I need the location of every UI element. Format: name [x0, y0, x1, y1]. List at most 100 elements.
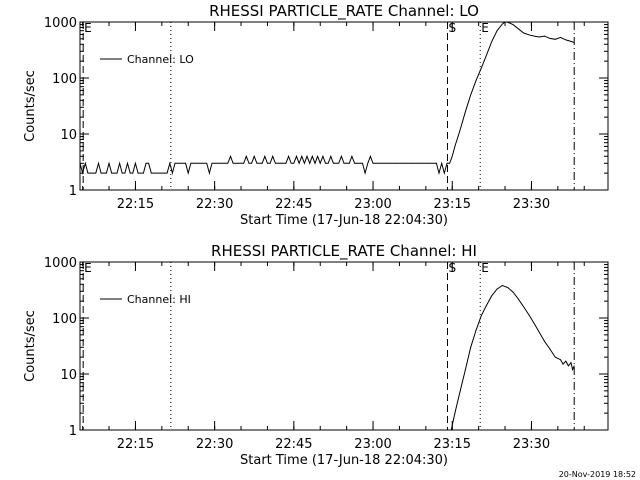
chart-title: RHESSI PARTICLE_RATE Channel: LO [209, 2, 479, 21]
data-point [539, 332, 540, 333]
data-point [446, 162, 448, 164]
data-point [491, 295, 493, 297]
x-tick-label: 22:15 [117, 197, 154, 212]
data-point [185, 162, 187, 164]
data-point [443, 172, 445, 174]
x-tick-label: 23:00 [354, 197, 391, 212]
data-point [341, 155, 342, 157]
data-point [325, 162, 326, 164]
data-point [290, 162, 292, 164]
data-point [370, 155, 371, 157]
y-tick-label: 1000 [44, 16, 77, 31]
data-point [528, 314, 530, 315]
event-marker-label: E [84, 21, 92, 35]
x-tick-label: 22:30 [196, 197, 233, 212]
data-point [367, 162, 369, 164]
event-marker-label: E [481, 21, 489, 35]
data-point [436, 162, 437, 164]
data-point [512, 24, 514, 25]
y-tick-label: 1 [69, 184, 77, 199]
event-marker-label: S [448, 21, 456, 35]
data-point [354, 162, 355, 164]
data-point [470, 94, 472, 96]
data-point [211, 162, 213, 164]
data-point [450, 429, 452, 431]
data-point [348, 162, 350, 164]
plot-panel-2 [79, 261, 609, 431]
data-point [148, 162, 150, 164]
data-point [298, 162, 300, 164]
data-point [124, 172, 126, 174]
plot-frame [79, 21, 609, 191]
data-point [309, 162, 311, 164]
data-point [364, 172, 366, 174]
data-point [230, 155, 231, 157]
data-point [560, 359, 561, 361]
data-point [451, 155, 453, 157]
data-point [145, 162, 147, 164]
data-point [523, 306, 524, 307]
data-point [428, 162, 429, 164]
data-point [333, 162, 334, 164]
data-point [517, 28, 519, 30]
data-point [82, 172, 83, 174]
x-tick-label: 23:30 [513, 197, 550, 212]
data-point [454, 146, 456, 147]
event-marker-label: E [84, 261, 92, 275]
data-point [174, 162, 176, 164]
x-tick-label: 23:00 [354, 437, 391, 452]
data-point [480, 67, 482, 69]
data-point [517, 298, 519, 300]
data-point [565, 360, 567, 362]
data-point [475, 80, 477, 81]
data-point [491, 41, 493, 42]
y-tick-label: 100 [52, 72, 77, 87]
data-point [288, 155, 289, 157]
data-point [127, 162, 128, 164]
data-point [314, 162, 316, 164]
data-point [475, 330, 477, 331]
data-point [568, 365, 569, 367]
plot-date-stamp: 20-Nov-2019 18:52 [558, 470, 636, 479]
data-point [251, 162, 253, 164]
data-point [539, 36, 540, 38]
data-point [119, 162, 120, 164]
data-point [544, 341, 545, 342]
y-tick-label: 10 [60, 368, 77, 383]
data-point [459, 390, 461, 392]
data-point [496, 30, 498, 32]
x-tick-label: 23:30 [513, 437, 550, 452]
data-point [95, 172, 97, 174]
data-point [84, 162, 86, 164]
data-point [544, 35, 545, 37]
data-point [486, 54, 487, 56]
data-point [132, 172, 134, 174]
data-point [549, 38, 551, 39]
x-axis-label: Start Time (17-Jun-18 22:04:30) [240, 213, 448, 228]
data-point [480, 315, 482, 317]
data-point [396, 162, 398, 164]
data-point [248, 162, 250, 164]
data-point [264, 155, 266, 157]
y-tick-label: 10 [60, 128, 77, 143]
event-marker-label: S [448, 261, 456, 275]
data-point [121, 172, 123, 174]
data-point [137, 172, 139, 174]
data-point [362, 162, 363, 164]
data-point [304, 162, 305, 164]
data-point [573, 365, 575, 367]
data-point [209, 172, 210, 174]
data-point [565, 39, 567, 41]
data-point [486, 304, 487, 306]
data-point [317, 155, 318, 157]
data-point [90, 172, 91, 174]
data-point [143, 172, 144, 174]
x-axis-label: Start Time (17-Jun-18 22:04:30) [240, 453, 448, 468]
data-point [504, 21, 506, 23]
data-point [158, 172, 160, 174]
data-point [412, 162, 413, 164]
data-point [261, 162, 263, 164]
data-point [187, 172, 189, 174]
data-point [280, 162, 281, 164]
plot-panel-1 [79, 21, 609, 191]
